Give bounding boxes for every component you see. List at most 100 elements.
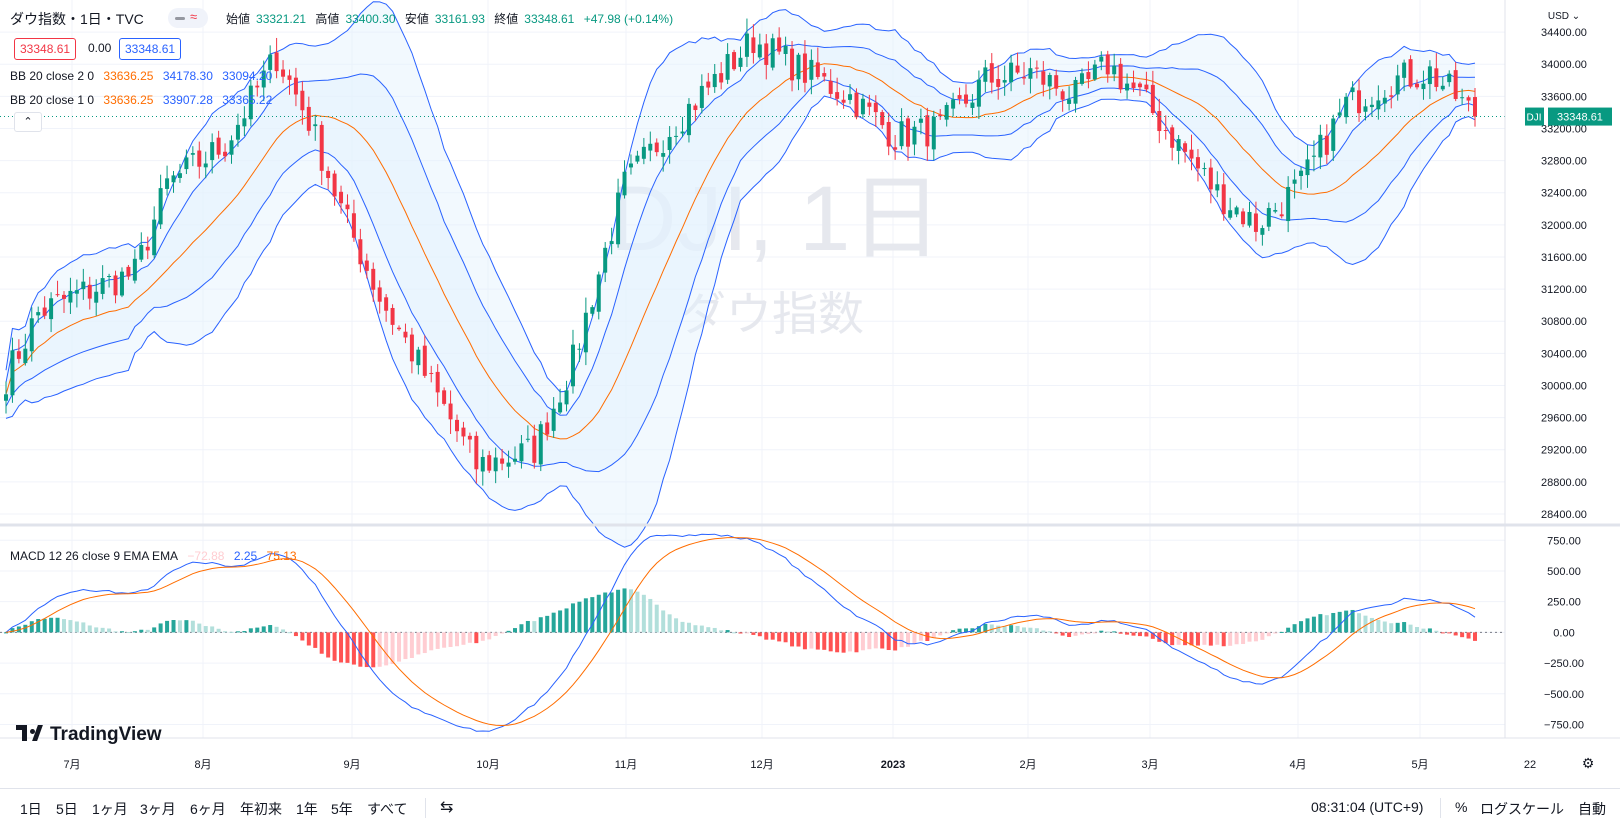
macd-hist-bar (313, 632, 318, 648)
candle-body (1466, 97, 1471, 101)
bb1-legend[interactable]: BB 20 close 1 0 33636.25 33907.28 33365.… (10, 90, 278, 110)
candle-body (274, 52, 279, 72)
candle-body (326, 170, 331, 179)
macd-hist-bar (1395, 622, 1400, 633)
macd-hist-bar (1279, 631, 1284, 633)
macd-hist-bar (1215, 632, 1220, 645)
macd-hist-bar (641, 594, 646, 633)
candle-body (757, 44, 762, 58)
candle-body (1331, 118, 1336, 151)
calendar-goto-icon[interactable]: ⇆ (440, 799, 454, 816)
macd-hist-bar (61, 619, 66, 633)
timeframe-all[interactable]: すべて (367, 801, 408, 817)
price-tick-label: 28800.00 (1541, 477, 1587, 489)
log-scale-toggle[interactable]: ログスケール (1480, 801, 1564, 817)
macd-hist-bar (738, 632, 743, 634)
macd-hist-bar (906, 632, 911, 647)
macd-hist-bar (184, 620, 189, 633)
price-tick-label: 34000.00 (1541, 59, 1587, 71)
price-tick-label: 32800.00 (1541, 156, 1587, 168)
candle-body (1105, 54, 1110, 75)
candle-body (983, 67, 988, 82)
candle-body (467, 435, 472, 440)
symbol-title[interactable]: ダウ指数・1日・TVC (10, 11, 144, 27)
price-tick-label: 34400.00 (1541, 27, 1587, 39)
macd-legend[interactable]: MACD 12 26 close 9 EMA EMA −72.88 2.25 7… (10, 546, 303, 566)
candle-body (1131, 82, 1136, 89)
macd-hist-bar (119, 631, 124, 633)
timeframe-1d[interactable]: 1日 (20, 801, 42, 817)
timeframe-3m[interactable]: 3ヶ月 (140, 801, 176, 817)
macd-hist-bar (1073, 632, 1078, 636)
macd-hist-bar (1337, 611, 1342, 633)
macd-hist-bar (790, 632, 795, 647)
open-label: 始値 (226, 12, 251, 26)
candle-body (551, 408, 556, 431)
time-tick-label: 12月 (750, 759, 773, 771)
macd-hist-bar (1427, 628, 1432, 633)
macd-hist-bar (152, 627, 157, 633)
macd-hist-bar (1195, 632, 1200, 646)
chart-svg[interactable]: DJI, 1日ダウ指数34400.0034000.0033600.0033200… (0, 0, 1620, 788)
candle-body (796, 54, 801, 80)
timeframe-1m[interactable]: 1ヶ月 (92, 801, 128, 817)
candle-body (783, 45, 788, 54)
candle-body (1086, 72, 1091, 80)
candle-body (712, 73, 717, 88)
market-status-chip[interactable]: ≈ (168, 8, 208, 28)
macd-hist-bar (448, 632, 453, 647)
bb2-legend[interactable]: BB 20 close 2 0 33636.25 34178.30 33094.… (10, 66, 278, 86)
auto-scale-toggle[interactable]: 自動 (1578, 801, 1606, 817)
macd-hist-bar (964, 628, 969, 633)
macd-hist-bar (848, 632, 853, 652)
candle-body (1311, 155, 1316, 157)
chevron-up-icon: ⌃ (23, 116, 33, 128)
candle-body (1183, 143, 1188, 152)
timeframe-5y[interactable]: 5年 (331, 801, 353, 817)
sell-price-badge[interactable]: 33348.61 (14, 38, 77, 60)
macd-hist-bar (860, 632, 865, 651)
candle-body (429, 372, 434, 374)
candle-body (680, 131, 685, 134)
percent-toggle[interactable]: % (1455, 799, 1468, 815)
macd-hist-bar (1318, 614, 1323, 633)
timeframe-ytd[interactable]: 年初来 (240, 801, 282, 817)
candle-body (835, 92, 840, 99)
macd-hist-bar (951, 630, 956, 633)
collapse-legend-button[interactable]: ⌃ (14, 112, 42, 132)
candle-body (1402, 62, 1407, 78)
macd-hist-bar (1357, 613, 1362, 633)
timeframe-5d[interactable]: 5日 (56, 801, 78, 817)
candle-body (732, 52, 737, 70)
candle-body (384, 297, 389, 311)
macd-hist-bar (1028, 627, 1033, 633)
candle-body (738, 57, 743, 67)
candle-body (377, 287, 382, 302)
candle-body (725, 54, 730, 80)
buy-price-badge[interactable]: 33348.61 (119, 38, 182, 60)
tradingview-logo[interactable]: TradingView (16, 724, 162, 746)
candle-body (152, 219, 157, 256)
candle-body (1009, 62, 1014, 83)
candle-body (306, 106, 311, 131)
timeframe-6m[interactable]: 6ヶ月 (190, 801, 226, 817)
macd-hist-bar (1402, 622, 1407, 633)
candle-body (242, 118, 247, 127)
macd-tick-label: 250.00 (1547, 597, 1581, 609)
candle-body (203, 163, 208, 168)
macd-hist-bar (4, 632, 8, 634)
macd-hist-bar (1466, 632, 1471, 639)
macd-hist-bar (1150, 632, 1155, 639)
macd-hist-bar (886, 632, 891, 651)
macd-hist-bar (435, 632, 440, 649)
candle-body (1292, 179, 1297, 184)
clock-readout[interactable]: 08:31:04 (UTC+9) (1311, 799, 1424, 815)
candle-body (1324, 135, 1329, 155)
macd-hist-bar (545, 615, 550, 633)
macd-hist-bar (931, 632, 936, 638)
macd-hist-bar (261, 626, 266, 633)
candle-body (1041, 71, 1046, 85)
macd-hist-bar (1344, 610, 1349, 633)
timeframe-1y[interactable]: 1年 (296, 801, 318, 817)
macd-hist-bar (203, 626, 208, 633)
